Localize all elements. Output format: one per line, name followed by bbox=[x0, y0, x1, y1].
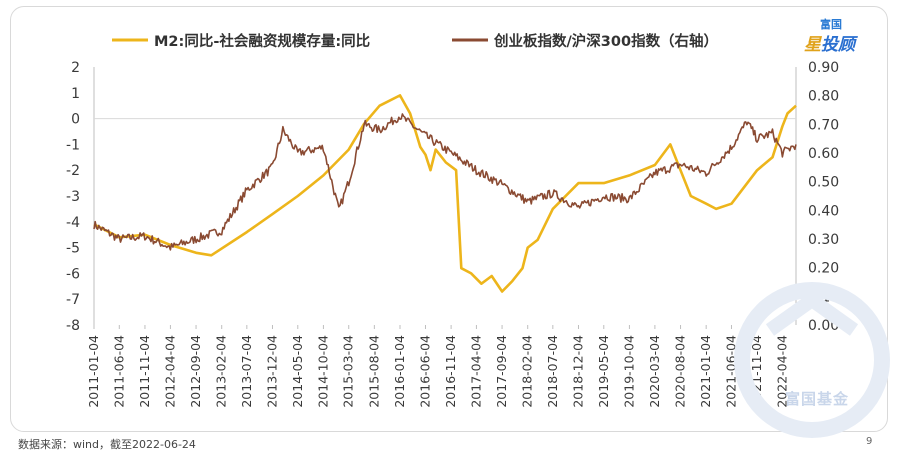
y-right-tick-label: 0.60 bbox=[808, 146, 839, 162]
y-right-tick-label: 0.20 bbox=[808, 261, 839, 277]
x-tick-label: 2012-09-04 bbox=[188, 335, 203, 408]
y-right-tick-label: 0.70 bbox=[808, 117, 839, 133]
x-tick-label: 2015-08-04 bbox=[366, 335, 381, 408]
logo-star-text: 星 bbox=[804, 35, 821, 55]
source-note: 数据来源：wind，截至2022-06-24 bbox=[18, 438, 196, 451]
x-tick-label: 2018-12-04 bbox=[570, 335, 585, 408]
series-line-m2 bbox=[93, 94, 797, 293]
emblem-roof bbox=[765, 291, 859, 336]
y-right-tick-label: 0.80 bbox=[808, 89, 839, 105]
y-right-tick-label: 0.30 bbox=[808, 232, 839, 248]
y-right-tick-label: 0.90 bbox=[808, 60, 839, 76]
x-tick-label: 2013-07-04 bbox=[239, 335, 254, 408]
x-tick-label: 2013-12-04 bbox=[264, 335, 279, 408]
legend-label-gem-ratio: 创业板指数/沪深300指数（右轴） bbox=[493, 32, 718, 50]
x-tick-label: 2016-01-04 bbox=[392, 335, 407, 408]
x-tick-label: 2017-04-04 bbox=[468, 335, 483, 408]
y-left-tick-label: -8 bbox=[66, 318, 80, 334]
x-tick-label: 2018-02-04 bbox=[520, 335, 535, 408]
y-left-tick-label: -5 bbox=[66, 241, 80, 257]
x-tick-label: 2016-11-04 bbox=[443, 335, 458, 408]
x-tick-label: 2014-05-04 bbox=[290, 335, 305, 408]
legend: M2:同比-社会融资规模存量:同比 创业板指数/沪深300指数（右轴） bbox=[112, 32, 718, 50]
logo-top-text: 富国 bbox=[820, 18, 842, 31]
watermark-emblem bbox=[734, 282, 890, 438]
x-tick-label: 2014-10-04 bbox=[315, 335, 330, 408]
page-number: 9 bbox=[866, 436, 873, 447]
x-tick-label: 2019-10-04 bbox=[621, 335, 636, 408]
logo-main-word: 投顾 bbox=[821, 35, 855, 55]
y-left-tick-label: -4 bbox=[66, 215, 80, 231]
axis-layer: 2 1 0 -1 -2 -3 -4 -5 -6 -7 -8 0.90 0.80 0.70 0.60 0.50 0… bbox=[66, 60, 839, 408]
y-right-tick-label: 0.50 bbox=[808, 175, 839, 191]
legend-label-m2: M2:同比-社会融资规模存量:同比 bbox=[154, 32, 370, 50]
y-left-tick-label: 2 bbox=[71, 60, 80, 76]
series-line-gem-ratio bbox=[93, 113, 797, 251]
x-tick-label: 2018-07-04 bbox=[545, 335, 560, 408]
logo-main-text: 星投顾 bbox=[804, 30, 855, 55]
y-left-tick-label: 1 bbox=[71, 86, 80, 102]
brand-logo: 富国 星投顾 bbox=[798, 12, 890, 62]
x-tick-label: 2011-01-04 bbox=[86, 335, 101, 408]
x-tick-label: 2020-08-04 bbox=[673, 335, 688, 408]
x-tick-label: 2015-03-04 bbox=[341, 335, 356, 408]
x-tick-label: 2017-09-04 bbox=[494, 335, 509, 408]
y-left-tick-label: -7 bbox=[66, 292, 80, 308]
x-tick-label: 2020-03-04 bbox=[647, 335, 662, 408]
watermark-text: 富国基金 bbox=[785, 390, 850, 408]
y-left-tick-label: -6 bbox=[66, 266, 80, 282]
y-left-tick-label: 0 bbox=[71, 112, 80, 128]
x-tick-label: 2021-01-04 bbox=[698, 335, 713, 408]
x-tick-label: 2022-04-04 bbox=[774, 335, 789, 408]
x-tick-label: 2011-11-04 bbox=[137, 335, 152, 408]
y-left-tick-label: -1 bbox=[66, 137, 80, 153]
x-tick-label: 2012-04-04 bbox=[162, 335, 177, 408]
x-tick-label: 2016-06-04 bbox=[417, 335, 432, 408]
series-layer bbox=[93, 94, 797, 293]
x-tick-label: 2019-05-04 bbox=[596, 335, 611, 408]
x-tick-label: 2011-06-04 bbox=[111, 335, 126, 408]
y-left-tick-label: -2 bbox=[66, 163, 80, 179]
y-left-tick-label: -3 bbox=[66, 189, 80, 205]
y-right-tick-label: 0.40 bbox=[808, 203, 839, 219]
emblem-ring bbox=[734, 282, 890, 438]
x-tick-label: 2013-02-04 bbox=[214, 335, 229, 408]
